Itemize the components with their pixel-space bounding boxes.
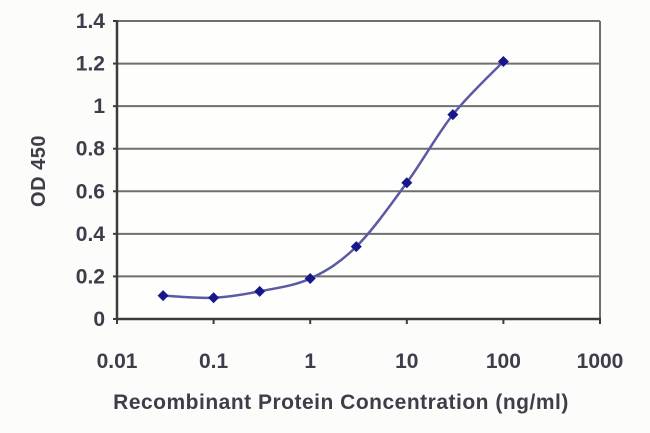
y-tick-label: 1 [93,95,105,118]
y-tick-label: 0.6 [76,180,105,203]
y-tick-label: 0 [93,308,105,331]
y-tick-label: 0.2 [76,265,105,288]
x-tick-label: 10 [395,350,418,373]
data-point-marker [497,55,509,67]
plot-area [117,21,600,319]
data-point-marker [208,292,220,304]
x-tick-label: 1 [304,350,316,373]
data-point-marker [304,273,316,285]
data-point-marker [447,109,459,121]
y-tick-label: 0.4 [76,223,106,246]
x-tick-label: 0.1 [199,350,229,373]
x-tick-label: 1000 [577,350,624,373]
y-tick-label: 0.8 [76,138,106,161]
data-point-marker [157,290,169,302]
data-point-marker [254,285,266,297]
x-axis-title: Recombinant Protein Concentration (ng/ml… [113,391,569,414]
y-tick-label: 1.2 [76,53,105,76]
series-line [163,60,505,300]
x-tick-label: 0.01 [97,350,138,373]
y-axis-title: OD 450 [28,135,50,207]
x-tick-label: 100 [486,350,521,373]
data-point-marker [401,177,413,189]
data-point-marker [350,241,362,253]
y-tick-label: 1.4 [76,10,106,33]
